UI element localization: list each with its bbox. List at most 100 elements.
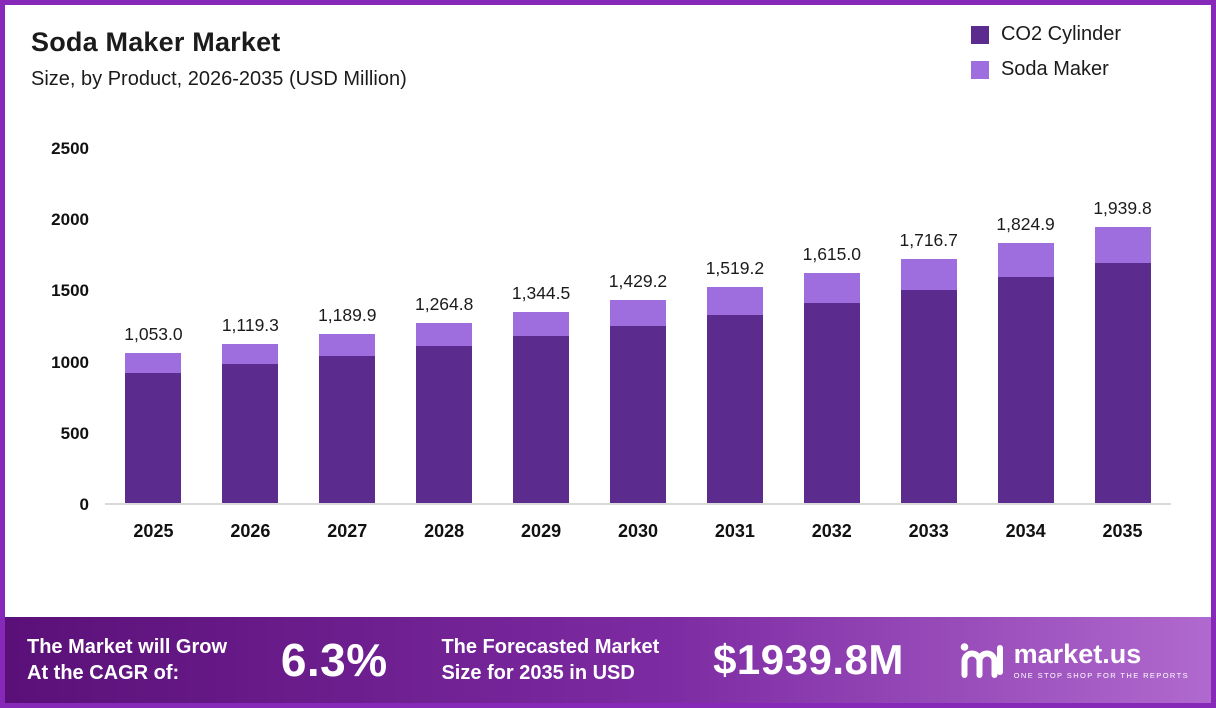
y-axis-tick: 1500 [51, 281, 89, 301]
bar-group: 1,429.2 [590, 270, 687, 503]
bar-total-label: 1,264.8 [414, 293, 474, 314]
chart-title: Soda Maker Market [31, 27, 281, 57]
bar-group: 1,615.0 [783, 244, 880, 503]
chart-subtitle: Size, by Product, 2026-2035 (USD Million… [31, 68, 407, 90]
bar-total-label: 1,939.8 [1093, 197, 1152, 218]
y-axis-tick: 1000 [51, 352, 89, 372]
x-axis-label: 2026 [230, 521, 271, 541]
bar-total-label: 1,429.2 [608, 270, 668, 291]
bar-total-label: 1,344.5 [511, 282, 571, 303]
legend-swatch-co2-cylinder [970, 25, 989, 44]
bar-segment-soda-maker [513, 311, 570, 337]
x-axis-label: 2034 [1005, 521, 1046, 541]
cagr-label-line1: The Market will Grow [27, 636, 228, 658]
bar-segment-soda-maker [125, 353, 182, 373]
brand-text: market.us ONE STOP SHOP FOR THE REPORTS [1013, 638, 1189, 681]
cagr-label-line2: At the CAGR of: [27, 662, 180, 684]
bar-group: 1,824.9 [977, 214, 1074, 503]
bar-segment-soda-maker [803, 273, 860, 303]
legend-item-co2-cylinder: CO2 Cylinder [970, 23, 1121, 46]
x-axis-label: 2031 [714, 521, 755, 541]
bar-segment-co2-cylinder [900, 290, 957, 503]
bar-segment-soda-maker [222, 343, 279, 365]
cagr-label: The Market will Grow At the CAGR of: [27, 634, 227, 686]
market-us-logo-icon [960, 643, 1003, 678]
bar-segment-soda-maker [609, 299, 666, 326]
x-axis-label: 2032 [811, 521, 852, 541]
legend-label-soda-maker: Soda Maker [1000, 58, 1109, 80]
x-axis-label: 2030 [617, 521, 658, 541]
bar-total-label: 1,119.3 [221, 314, 279, 335]
x-axis-label: 2025 [133, 521, 174, 541]
legend-swatch-soda-maker [970, 60, 989, 79]
bar-total-label: 1,189.9 [318, 304, 377, 325]
y-axis-tick: 0 [79, 495, 89, 514]
bar [900, 258, 957, 503]
bar [416, 322, 473, 503]
x-axis-label: 2033 [908, 521, 949, 541]
bar-segment-co2-cylinder [706, 314, 763, 503]
forecast-label: The Forecasted Market Size for 2035 in U… [441, 634, 659, 686]
y-axis: 0 500 1000 1500 2000 2500 [31, 140, 105, 514]
x-axis-label: 2035 [1102, 521, 1143, 541]
bar [125, 353, 182, 503]
legend-item-soda-maker: Soda Maker [970, 58, 1121, 81]
bar-segment-co2-cylinder [997, 276, 1054, 503]
x-axis-label: 2027 [327, 521, 368, 541]
forecast-label-line1: The Forecasted Market [441, 636, 660, 658]
y-axis-tick: 2000 [51, 210, 89, 230]
chart-section: Soda Maker Market Size, by Product, 2026… [5, 5, 1211, 617]
x-axis-labels: 2025 2026 2027 2028 2029 2030 2031 2032 2033 2034… [105, 521, 1171, 542]
bar-segment-soda-maker [900, 258, 957, 291]
chart-legend: CO2 Cylinder Soda Maker [970, 23, 1121, 81]
forecast-value: $1939.8M [713, 636, 904, 683]
x-axis-label: 2028 [424, 521, 465, 541]
y-axis-tick: 2500 [51, 139, 89, 158]
bar [706, 286, 763, 503]
brand-name: market.us [1013, 638, 1142, 669]
plot-area: 1,053.0 1,119.3 1,189.9 1,264.8 1,344.5 1,429… [105, 149, 1171, 542]
bar-total-label: 1,519.2 [705, 257, 765, 278]
bar [803, 273, 860, 503]
bar [997, 243, 1054, 503]
bar-segment-co2-cylinder [1094, 262, 1151, 503]
bottom-banner: The Market will Grow At the CAGR of: 6.3… [5, 617, 1211, 703]
cagr-value: 6.3% [280, 634, 388, 686]
bar-total-label: 1,615.0 [802, 244, 861, 265]
x-axis-label: 2029 [521, 521, 562, 541]
bar-group: 1,939.8 [1074, 198, 1171, 503]
market-us-brand: market.us ONE STOP SHOP FOR THE REPORTS [958, 637, 1189, 683]
bar-segment-soda-maker [1094, 226, 1151, 263]
bar-group: 1,119.3 [202, 315, 299, 503]
bar-segment-soda-maker [997, 243, 1054, 277]
bar-segment-co2-cylinder [609, 325, 666, 503]
bar-segment-soda-maker [416, 322, 473, 347]
chart-area: 0 500 1000 1500 2000 2500 1,053.0 1,119.3 1,189… [31, 140, 1185, 542]
bar [319, 333, 376, 503]
bar-segment-co2-cylinder [125, 372, 182, 503]
bar [513, 311, 570, 503]
bar-total-label: 1,716.7 [899, 229, 958, 250]
bar-total-label: 1,824.9 [996, 214, 1055, 235]
bar-group: 1,189.9 [299, 305, 396, 503]
legend-label-co2-cylinder: CO2 Cylinder [1000, 23, 1121, 45]
bar [1094, 226, 1151, 503]
bar-segment-soda-maker [706, 286, 763, 315]
bar-segment-co2-cylinder [416, 346, 473, 503]
bar-segment-co2-cylinder [513, 336, 570, 503]
bar-segment-co2-cylinder [319, 355, 376, 503]
bar-total-label: 1,053.0 [124, 324, 183, 345]
bar-group: 1,716.7 [880, 230, 977, 503]
bar [222, 343, 279, 503]
forecast-label-line2: Size for 2035 in USD [441, 662, 635, 684]
bar-group: 1,519.2 [686, 258, 783, 503]
bar-segment-soda-maker [319, 333, 376, 356]
bars-row: 1,053.0 1,119.3 1,189.9 1,264.8 1,344.5 1,429… [105, 149, 1171, 505]
brand-tagline: ONE STOP SHOP FOR THE REPORTS [1013, 671, 1189, 681]
y-axis-tick: 500 [60, 423, 89, 443]
bar-segment-co2-cylinder [222, 364, 279, 503]
bar-group: 1,264.8 [396, 294, 493, 503]
bar [609, 299, 666, 503]
bar-group: 1,053.0 [105, 324, 202, 503]
